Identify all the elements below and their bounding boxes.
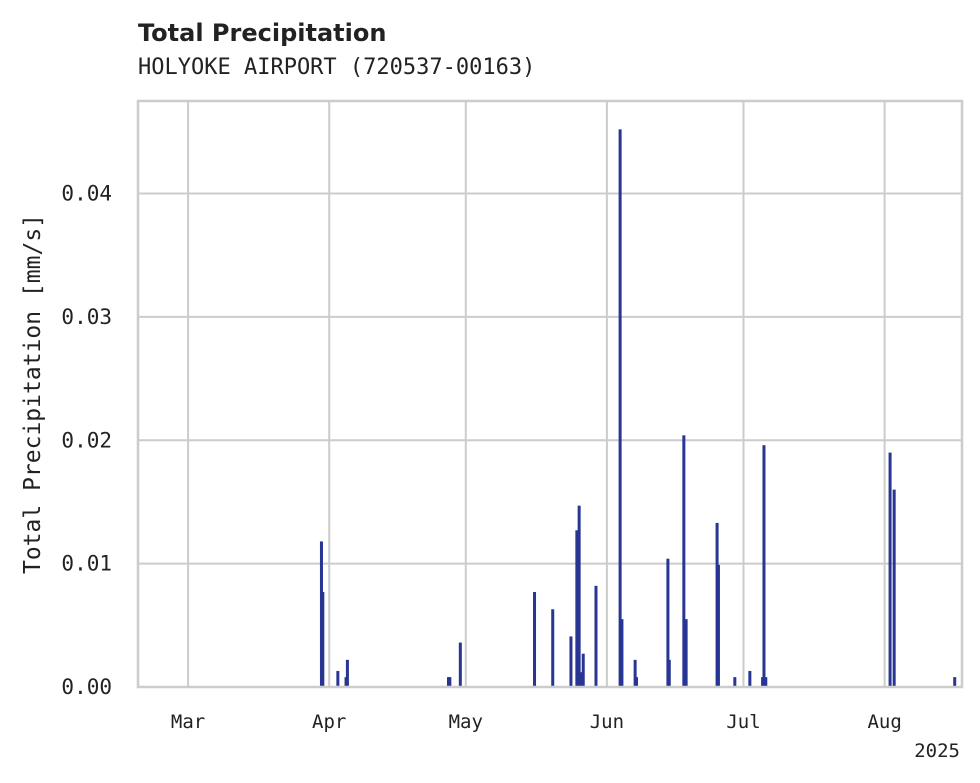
- precipitation-bar: [684, 619, 688, 687]
- precipitation-bar: [533, 592, 537, 687]
- x-tick-label: Apr: [312, 711, 346, 733]
- y-tick-label: 0.00: [61, 675, 112, 699]
- precipitation-bar: [345, 659, 349, 687]
- y-axis-label: Total Precipitation [mm/s]: [20, 214, 46, 574]
- chart-title: Total Precipitation: [138, 19, 386, 47]
- precipitation-bar: [666, 558, 670, 687]
- precipitation-bar: [716, 564, 720, 687]
- precipitation-bar: [569, 636, 573, 687]
- precipitation-bar: [892, 489, 896, 687]
- precipitation-bar: [579, 672, 583, 687]
- precipitation-bar: [618, 129, 622, 687]
- precipitation-bar: [888, 452, 892, 687]
- precipitation-bar: [551, 609, 555, 687]
- x-tick-label: Mar: [171, 711, 205, 733]
- x-tick-label: May: [449, 711, 483, 733]
- plot-area-frame: [136, 99, 964, 689]
- chart-subtitle: HOLYOKE AIRPORT (720537-00163): [138, 55, 535, 80]
- precipitation-bar: [458, 642, 462, 687]
- x-axis-ticks: Mar Apr May Jun Jul Aug: [171, 711, 902, 733]
- y-tick-label: 0.02: [61, 428, 112, 452]
- precipitation-bars: [319, 129, 957, 687]
- precipitation-bar: [448, 677, 452, 687]
- x-tick-label: Jul: [726, 711, 760, 733]
- precipitation-bar: [634, 677, 638, 687]
- y-tick-label: 0.01: [61, 552, 112, 576]
- precipitation-bar: [667, 659, 671, 687]
- precipitation-bar: [953, 677, 957, 687]
- precipitation-bar: [321, 592, 325, 687]
- precipitation-bar: [748, 670, 752, 687]
- precipitation-bar: [764, 677, 768, 687]
- precipitation-bar: [620, 619, 624, 687]
- y-tick-label: 0.03: [61, 305, 112, 329]
- y-axis-ticks: 0.00 0.01 0.02 0.03 0.04: [61, 182, 112, 699]
- precipitation-bar: [575, 530, 579, 687]
- x-tick-label: Jun: [590, 711, 624, 733]
- x-axis-year-offset: 2025: [914, 740, 960, 762]
- precipitation-bar: [762, 445, 766, 687]
- y-tick-label: 0.04: [61, 182, 112, 206]
- precipitation-bar: [633, 659, 637, 687]
- precipitation-bar: [577, 505, 581, 687]
- x-tick-label: Aug: [867, 711, 901, 733]
- gridlines: [138, 101, 962, 687]
- precipitation-bar: [594, 585, 598, 687]
- precipitation-bar: [733, 677, 737, 687]
- precipitation-bar: [581, 653, 585, 687]
- precipitation-bar: [682, 435, 686, 687]
- precipitation-bar: [336, 670, 340, 687]
